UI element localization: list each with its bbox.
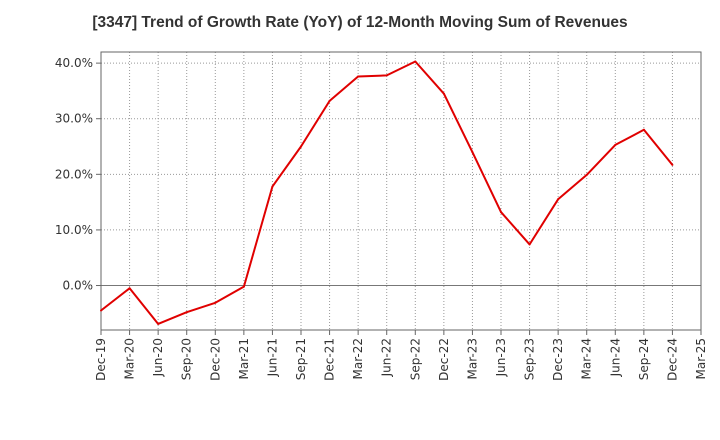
- x-tick-label: Sep-22: [408, 338, 422, 380]
- x-tick-label: Mar-25: [694, 338, 708, 379]
- x-tick-label: Mar-22: [351, 338, 365, 379]
- x-tick-label: Mar-23: [465, 338, 479, 379]
- x-tick-label: Jun-24: [608, 338, 622, 377]
- y-tick-label: 40.0%: [55, 56, 93, 70]
- data-point: [528, 243, 531, 246]
- x-tick-label: Dec-24: [665, 338, 679, 381]
- x-tick-label: Jun-20: [151, 338, 165, 377]
- x-tick-label: Jun-23: [494, 338, 508, 377]
- x-tick-label: Dec-22: [437, 338, 451, 381]
- data-point: [614, 143, 617, 146]
- data-point: [357, 75, 360, 78]
- data-point: [242, 285, 245, 288]
- tick-labels: 40.0% 30.0% 20.0% 10.0% 0.0% Dec-19 Mar-20 Jun-…: [55, 56, 708, 381]
- x-tick-label: Jun-22: [380, 338, 394, 377]
- x-tick-label: Sep-23: [523, 338, 537, 380]
- plot-area-frame: [100, 51, 702, 331]
- series-layer: [100, 60, 674, 325]
- x-tick-label: Dec-20: [208, 338, 222, 381]
- x-tick-label: Sep-20: [180, 338, 194, 380]
- data-point: [585, 173, 588, 176]
- data-point: [328, 99, 331, 102]
- data-point: [442, 92, 445, 95]
- y-tick-label: 0.0%: [63, 279, 94, 293]
- x-tick-label: Sep-24: [637, 338, 651, 380]
- x-tick-label: Mar-20: [123, 338, 137, 379]
- x-tick-label: Dec-23: [551, 338, 565, 381]
- data-point: [642, 128, 645, 131]
- data-point: [128, 287, 131, 290]
- data-point: [471, 151, 474, 154]
- data-point: [157, 322, 160, 325]
- x-tick-label: Jun-21: [265, 338, 279, 377]
- chart-title: [3347] Trend of Growth Rate (YoY) of 12-…: [92, 14, 628, 31]
- data-point: [271, 185, 274, 188]
- data-point: [185, 311, 188, 314]
- x-tick-label: Dec-19: [94, 338, 108, 381]
- x-tick-label: Dec-21: [323, 338, 337, 381]
- axes: [96, 51, 702, 335]
- y-tick-label: 30.0%: [55, 112, 93, 126]
- data-point: [500, 211, 502, 214]
- data-point: [671, 163, 674, 166]
- x-tick-label: Sep-21: [294, 338, 308, 380]
- y-tick-label: 20.0%: [55, 167, 93, 181]
- data-point: [385, 74, 388, 77]
- data-point: [414, 60, 417, 63]
- x-tick-label: Mar-21: [237, 338, 251, 379]
- data-point: [300, 145, 302, 148]
- y-tick-label: 10.0%: [55, 223, 93, 237]
- data-point: [557, 198, 560, 201]
- data-point: [100, 309, 102, 312]
- grid-lines: [100, 52, 702, 330]
- data-point: [214, 301, 217, 304]
- x-tick-label: Mar-24: [580, 338, 594, 379]
